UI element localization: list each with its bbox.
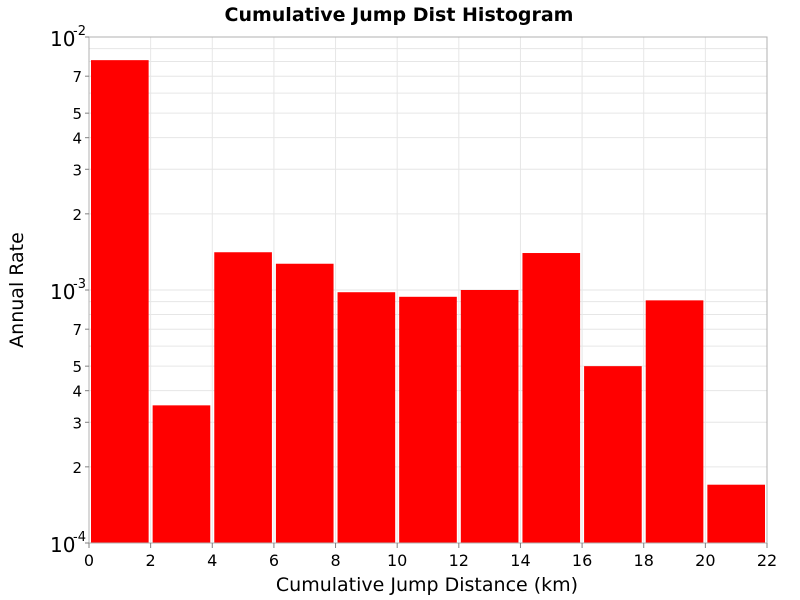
y-major-tick-label: 10-3 (50, 277, 86, 304)
x-axis-label: Cumulative Jump Distance (km) (276, 574, 578, 596)
y-minor-tick-label: 7 (72, 68, 82, 86)
bar-2 (214, 252, 272, 543)
bar-10 (707, 484, 765, 543)
y-tick-exponent: -4 (73, 530, 86, 545)
chart-title: Cumulative Jump Dist Histogram (225, 4, 574, 26)
x-tick-label: 0 (84, 551, 94, 570)
y-major-tick-label: 10-4 (50, 530, 86, 557)
y-minor-tick-label: 2 (72, 459, 82, 477)
x-tick-label: 4 (207, 551, 217, 570)
x-tick-label: 16 (572, 551, 592, 570)
bars (91, 60, 765, 543)
x-tick-label: 20 (695, 551, 715, 570)
y-axis-label: Annual Rate (6, 232, 28, 348)
y-tick-base: 10 (50, 27, 75, 51)
x-tick-label: 18 (634, 551, 654, 570)
y-minor-tick-label: 3 (72, 161, 82, 179)
x-tick-label: 6 (269, 551, 279, 570)
x-axis-ticks: 0 2 4 6 8 10 12 14 16 18 20 22 (84, 543, 777, 570)
y-minor-tick-label: 3 (72, 414, 82, 432)
bar-5 (399, 296, 457, 543)
bar-8 (584, 366, 642, 543)
bar-3 (275, 263, 334, 543)
y-minor-tick-label: 2 (72, 206, 82, 224)
bar-1 (152, 405, 211, 543)
x-tick-label: 14 (510, 551, 530, 570)
y-minor-tick-label: 4 (72, 383, 82, 401)
y-minor-tick-label: 7 (72, 321, 82, 339)
bar-0 (91, 60, 149, 543)
y-tick-exponent: -2 (73, 24, 86, 39)
x-tick-label: 12 (449, 551, 469, 570)
bar-6 (460, 290, 519, 543)
bar-9 (645, 300, 704, 543)
bar-7 (522, 253, 581, 543)
y-minor-tick-label: 5 (72, 358, 82, 376)
y-tick-base: 10 (50, 533, 75, 557)
x-tick-label: 10 (387, 551, 407, 570)
x-tick-label: 2 (146, 551, 156, 570)
y-minor-tick-label: 5 (72, 105, 82, 123)
x-tick-label: 22 (757, 551, 777, 570)
y-major-tick-label: 10-2 (50, 24, 86, 51)
y-minor-tick-label: 4 (72, 130, 82, 148)
y-tick-base: 10 (50, 280, 75, 304)
x-tick-label: 8 (330, 551, 340, 570)
bar-4 (337, 292, 396, 543)
y-tick-exponent: -3 (73, 277, 86, 292)
